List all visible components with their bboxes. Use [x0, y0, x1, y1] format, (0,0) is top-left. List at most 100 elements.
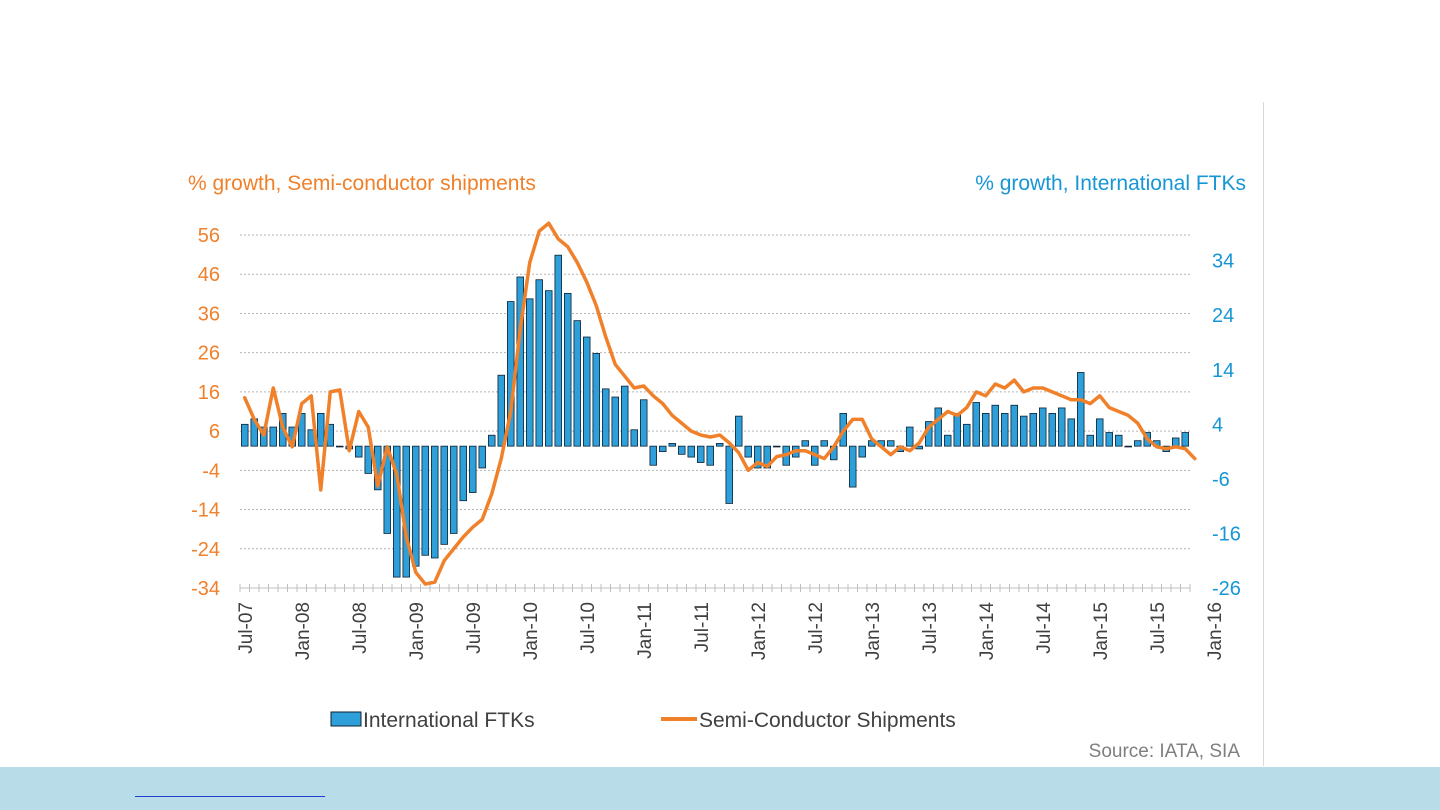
right-tick-label: 34 [1212, 251, 1234, 273]
footer-bar [0, 767, 1440, 810]
x-tick-label: Jul-15 [1148, 602, 1169, 654]
left-tick-label: 46 [198, 264, 220, 286]
x-tick-label: Jan-16 [1205, 602, 1226, 660]
ftk-bar [754, 445, 762, 469]
ftk-bar [640, 399, 648, 447]
ftk-bar [649, 445, 657, 466]
ftk-bar [1124, 445, 1132, 448]
ftk-bar [687, 445, 695, 458]
ftk-bar [1134, 440, 1142, 447]
ftk-bar [298, 413, 306, 447]
ftk-bar [535, 279, 543, 447]
ftk-bar [697, 445, 705, 463]
right-axis-ticks: 34 24 14 4 -6 -16 -26 [1212, 251, 1241, 600]
ftk-bar [545, 290, 553, 447]
ftk-bar [431, 445, 439, 559]
ftk-bar [963, 423, 971, 447]
ftk-bar [450, 445, 458, 534]
ftk-bar [706, 445, 714, 466]
left-tick-label: 26 [198, 343, 220, 365]
right-tick-label: 14 [1212, 360, 1234, 382]
ftk-bar [583, 336, 591, 447]
ftk-bar [801, 440, 809, 447]
ftk-bar [991, 404, 999, 447]
ftk-bar [1086, 434, 1094, 447]
legend-label-ftks: International FTKs [363, 709, 535, 732]
ftk-bar [1029, 413, 1037, 447]
ftk-bar [630, 429, 638, 447]
ftk-bar [849, 445, 857, 488]
ftk-bar [241, 423, 249, 447]
semiconductor-line [243, 221, 1197, 586]
x-tick-label: Jan-08 [293, 602, 314, 660]
ftk-bar [1172, 437, 1180, 447]
ftk-bars [241, 254, 1189, 578]
ftk-bar [497, 374, 505, 447]
x-tick-label: Jul-12 [806, 602, 827, 654]
x-tick-label: Jan-12 [749, 602, 770, 660]
ftk-bar [602, 388, 610, 447]
ftk-bar [573, 320, 581, 447]
ftk-bar [725, 445, 733, 504]
ftk-bar [1039, 407, 1047, 447]
x-tick-label: Jul-13 [920, 602, 941, 654]
semiconductor-line-path [243, 221, 1197, 586]
x-tick-label: Jul-10 [578, 602, 599, 654]
ftk-bar [1096, 418, 1104, 447]
x-tick-label: Jul-07 [236, 602, 257, 654]
ftk-bar [744, 445, 752, 458]
ftk-bar [887, 440, 895, 447]
left-tick-label: 56 [198, 225, 220, 247]
ftk-bar [1020, 415, 1028, 447]
ftk-bar [735, 415, 743, 447]
x-tick-label: Jan-14 [977, 602, 998, 661]
left-tick-label: -4 [202, 460, 220, 482]
ftk-bar [1105, 432, 1113, 447]
ftk-bar [934, 407, 942, 447]
right-tick-label: -16 [1212, 523, 1241, 545]
right-axis-title: % growth, International FTKs [975, 172, 1246, 195]
source-note: Source: IATA, SIA [1088, 741, 1240, 762]
ftk-bar [953, 413, 961, 447]
left-tick-label: 16 [198, 382, 220, 404]
ftk-bar [1067, 418, 1075, 447]
ftk-bar [1115, 434, 1123, 447]
left-tick-label: -14 [191, 500, 220, 522]
ftk-bar [678, 445, 686, 455]
ftk-bar [611, 396, 619, 447]
ftk-bar [564, 292, 572, 447]
x-tick-label: Jul-08 [350, 602, 371, 654]
right-tick-label: 4 [1212, 414, 1223, 436]
ftk-bar [716, 443, 724, 447]
x-tick-label: Jan-13 [863, 602, 884, 660]
ftk-bar [317, 413, 325, 447]
ftk-bar [621, 385, 629, 447]
right-tick-label: 24 [1212, 305, 1234, 327]
x-tick-label: Jan-15 [1091, 602, 1112, 660]
left-axis-title: % growth, Semi-conductor shipments [188, 172, 536, 195]
ftk-bar [982, 413, 990, 447]
x-axis: Jul-07 Jan-08 Jul-08 Jan-09 Jul-09 Jan-10 Jul-… [236, 584, 1226, 660]
left-tick-label: 6 [209, 421, 220, 443]
ftk-bar [906, 426, 914, 447]
ftk-bar [336, 445, 344, 448]
ftk-bar [592, 352, 600, 447]
ftk-bar [972, 402, 980, 447]
ftk-bar [820, 440, 828, 447]
ftk-bar [355, 445, 363, 458]
left-tick-label: -24 [191, 539, 220, 561]
ftk-bar [269, 426, 277, 447]
gridlines [240, 234, 1190, 550]
ftk-bar [554, 254, 562, 447]
ftk-bar [1001, 413, 1009, 447]
ftk-bar [488, 434, 496, 447]
ftk-bar [412, 445, 420, 567]
legend: International FTKs Semi-Conductor Shipmen… [330, 709, 956, 732]
ftk-bar [469, 445, 477, 493]
left-tick-label: -34 [191, 578, 220, 600]
ftk-bar [393, 445, 401, 578]
footer-link-underline[interactable] [135, 796, 325, 797]
ftk-bar [1058, 407, 1066, 447]
ftk-bar [1048, 413, 1056, 447]
